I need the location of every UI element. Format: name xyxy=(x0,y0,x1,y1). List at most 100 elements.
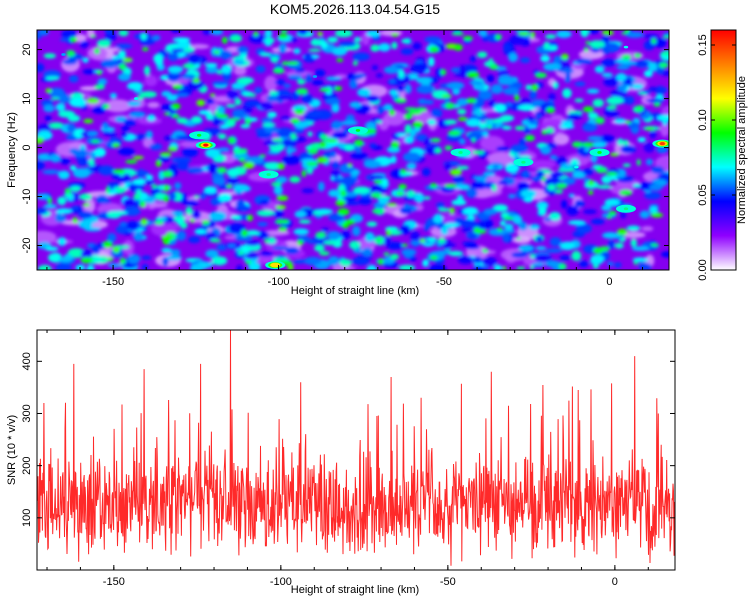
heatmap-cell xyxy=(503,229,516,234)
heatmap-cell xyxy=(176,40,192,50)
heatmap-cell xyxy=(592,98,604,108)
heatmap-cell xyxy=(461,64,478,74)
heatmap-cell xyxy=(321,227,329,232)
heatmap-cell xyxy=(594,65,605,74)
heatmap-cell xyxy=(427,119,437,126)
heatmap-cell xyxy=(267,236,277,245)
heatmap-cell xyxy=(101,122,109,130)
heatmap-cell xyxy=(308,48,322,53)
heatmap-cell xyxy=(638,263,652,270)
heatmap-cell xyxy=(495,33,502,41)
heatmap-cell xyxy=(83,118,94,124)
heatmap-cell xyxy=(274,79,286,86)
heatmap-cell xyxy=(227,243,236,249)
heatmap-cell xyxy=(62,58,78,65)
heatmap-cell xyxy=(43,104,55,113)
heatmap-cell xyxy=(400,224,411,235)
heatmap-cell xyxy=(143,65,151,76)
heatmap-cell xyxy=(470,110,488,115)
heatmap-cell xyxy=(278,33,289,39)
heatmap-cell xyxy=(471,137,476,144)
heatmap-cell xyxy=(424,36,442,43)
heatmap-cell xyxy=(48,87,65,98)
heatmap-cell xyxy=(136,133,147,141)
heatmap-cell xyxy=(489,63,499,70)
heatmap-cell xyxy=(486,74,495,83)
heatmap-cell xyxy=(278,226,288,232)
heatmap-cell xyxy=(518,221,528,231)
heatmap-cell xyxy=(328,213,344,222)
heatmap-cell xyxy=(183,199,199,206)
heatmap-cell xyxy=(80,257,94,264)
heatmap-cell xyxy=(259,52,273,57)
heatmap-cell xyxy=(93,47,100,55)
heatmap-cell xyxy=(444,161,452,171)
heatmap-cell xyxy=(209,93,216,98)
heatmap-cell xyxy=(42,169,61,175)
heatmap-cell xyxy=(549,154,558,160)
heatmap-cell xyxy=(530,31,536,39)
heatmap-cell xyxy=(280,116,292,121)
heatmap-cell xyxy=(264,161,282,171)
heatmap-cell xyxy=(451,32,463,36)
y-tick-label: 10 xyxy=(21,92,33,104)
heatmap-low-patch xyxy=(661,105,669,117)
heatmap-cell xyxy=(118,30,129,37)
heatmap-cell xyxy=(289,176,301,183)
heatmap-cell xyxy=(47,197,53,205)
heatmap-cell xyxy=(255,65,266,73)
y-tick-label: 400 xyxy=(21,352,33,370)
heatmap-cell xyxy=(307,239,317,244)
heatmap-cell xyxy=(617,228,628,236)
heatmap-cell xyxy=(366,221,378,227)
heatmap-cell xyxy=(67,248,86,258)
heatmap-cell xyxy=(469,80,484,86)
heatmap-cell xyxy=(483,171,496,177)
heatmap-cell xyxy=(170,103,181,110)
heatmap-cell xyxy=(452,183,470,190)
heatmap-cell xyxy=(319,87,331,92)
heatmap-cell xyxy=(430,108,443,119)
heatmap-cell xyxy=(176,117,188,124)
heatmap-cell xyxy=(170,30,182,33)
heatmap-cell xyxy=(547,184,556,191)
heatmap-cell xyxy=(37,160,45,170)
heatmap-cell xyxy=(104,30,115,36)
heatmap-cell xyxy=(152,34,161,41)
heatmap-cell xyxy=(378,43,391,52)
heatmap-cell xyxy=(164,135,173,141)
heatmap-cell xyxy=(318,251,330,256)
heatmap-cell xyxy=(650,243,659,247)
heatmap-cell xyxy=(76,265,86,270)
colorbar xyxy=(710,29,737,271)
heatmap-cell xyxy=(389,108,396,116)
heatmap-cell xyxy=(86,97,99,104)
heatmap-cell xyxy=(596,184,613,189)
heatmap-cell xyxy=(422,167,431,177)
heatmap-cell xyxy=(383,252,390,256)
chart-title: KOM5.2026.113.04.54.G15 xyxy=(270,1,440,17)
heatmap-cell xyxy=(264,30,273,38)
snr-frame xyxy=(36,329,676,571)
heatmap-cell xyxy=(296,239,304,246)
heatmap-cell xyxy=(590,47,601,53)
heatmap-cell xyxy=(601,45,610,55)
heatmap-cell xyxy=(583,46,589,53)
heatmap-cell xyxy=(229,34,243,43)
heatmap-cell xyxy=(98,165,115,176)
heatmap-cell xyxy=(423,99,434,105)
heatmap-cell xyxy=(383,66,400,74)
heatmap-cell xyxy=(144,179,155,185)
heatmap-cell xyxy=(118,147,135,156)
heatmap-cell xyxy=(344,143,355,152)
heatmap-cell xyxy=(658,62,669,69)
heatmap-cell xyxy=(426,237,437,242)
heatmap-cell xyxy=(225,103,237,108)
heatmap-cell xyxy=(444,183,457,189)
heatmap-low-patch xyxy=(37,230,57,244)
heatmap-cell xyxy=(193,194,200,199)
heatmap-cell xyxy=(226,167,240,178)
heatmap-cell xyxy=(437,207,450,212)
heatmap-cell xyxy=(166,255,182,261)
heatmap-cell xyxy=(397,69,405,79)
